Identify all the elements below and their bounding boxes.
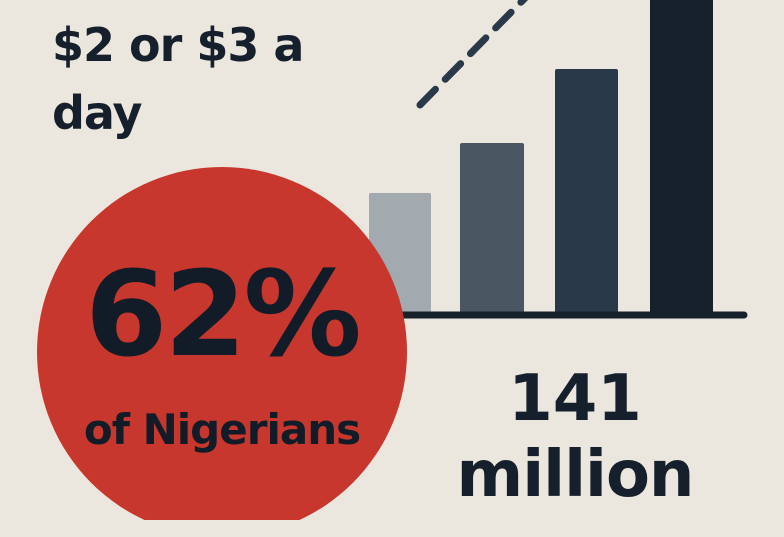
bar-chart-graphic [37, 0, 748, 520]
circle-stat: 62% of Nigerians [37, 167, 407, 537]
percent-value: 62% [85, 245, 361, 383]
trend-dashed-line [416, 0, 528, 109]
bar-4 [650, 0, 713, 315]
percent-label: of Nigerians [83, 405, 361, 454]
red-circle [37, 167, 407, 520]
headline-line-2: day [52, 86, 143, 140]
bar-3 [555, 69, 618, 315]
stat-number: 141 [508, 362, 642, 436]
headline-line-1: $2 or $3 a [52, 18, 304, 72]
bar-2 [460, 143, 524, 315]
stat-unit: million [456, 438, 695, 512]
